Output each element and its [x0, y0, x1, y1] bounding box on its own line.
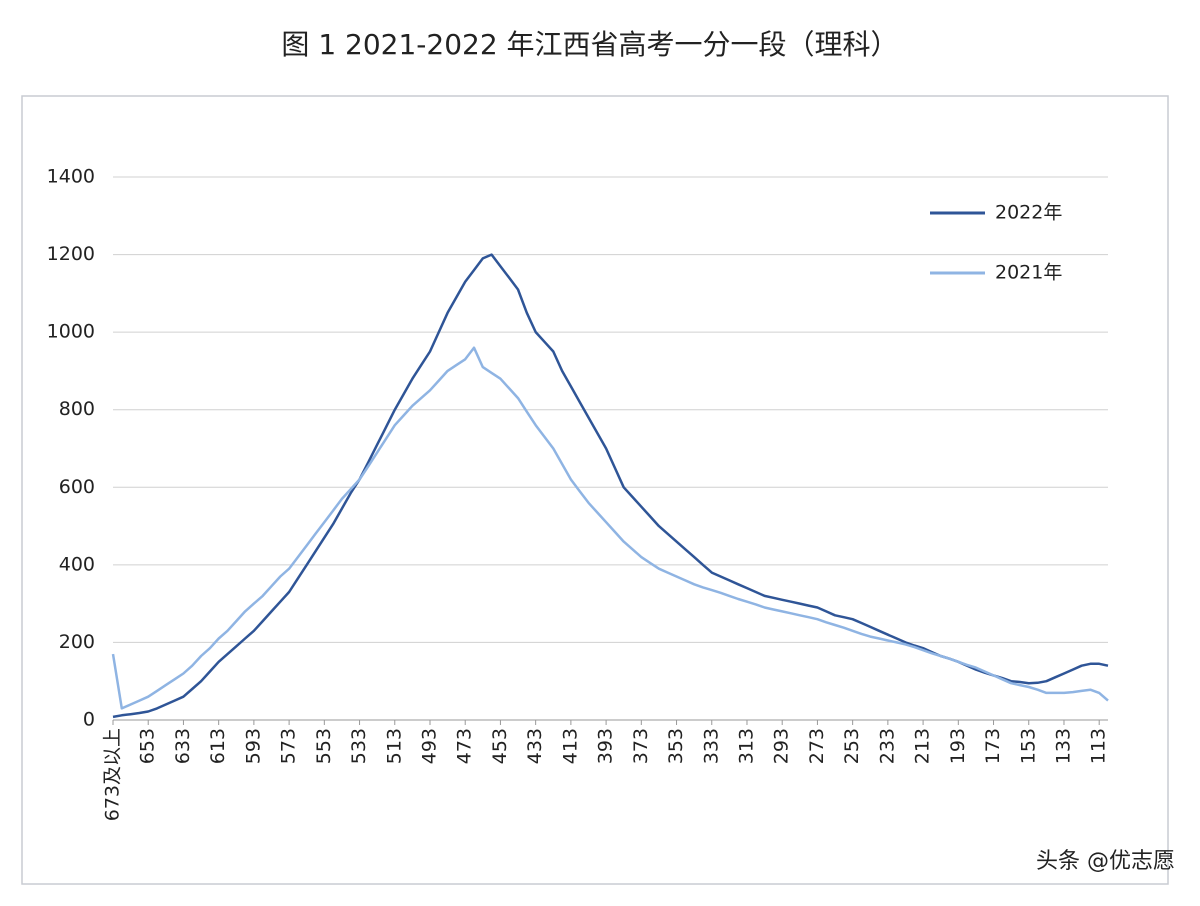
x-tick-label: 493 — [418, 728, 440, 764]
x-tick-label: 653 — [137, 728, 159, 764]
x-tick-label: 633 — [172, 728, 194, 764]
x-tick-label: 413 — [559, 728, 581, 764]
x-tick-label: 253 — [841, 728, 863, 764]
x-tick-label: 273 — [806, 728, 828, 764]
x-tick-label: 533 — [348, 728, 370, 764]
y-tick-label: 200 — [59, 631, 95, 653]
x-tick-label: 613 — [207, 728, 229, 764]
x-tick-label: 333 — [700, 728, 722, 764]
x-tick-label: 433 — [524, 728, 546, 764]
x-tick-label: 153 — [1017, 728, 1039, 764]
legend-label: 2021年 — [995, 262, 1062, 284]
chart-frame — [21, 95, 1169, 885]
x-tick-label: 313 — [735, 728, 757, 764]
x-tick-label: 673及以上 — [102, 728, 124, 821]
x-tick-label: 213 — [912, 728, 934, 764]
y-tick-label: 0 — [83, 709, 95, 731]
x-tick-label: 393 — [595, 728, 617, 764]
series-line — [111, 346, 1109, 710]
x-tick-label: 473 — [454, 728, 476, 764]
x-tick-label: 593 — [242, 728, 264, 764]
series-line — [112, 253, 1109, 719]
chart-title: 图 1 2021-2022 年江西省高考一分一段（理科） — [281, 28, 898, 61]
y-tick-label: 1400 — [47, 166, 95, 188]
legend-label: 2022年 — [995, 202, 1062, 224]
x-tick-label: 193 — [947, 728, 969, 764]
x-tick-label: 113 — [1088, 728, 1110, 764]
x-tick-label: 233 — [876, 728, 898, 764]
x-tick-label: 353 — [665, 728, 687, 764]
y-tick-label: 600 — [59, 476, 95, 498]
x-tick-label: 553 — [313, 728, 335, 764]
y-tick-label: 1000 — [47, 321, 95, 343]
x-tick-label: 573 — [278, 728, 300, 764]
x-tick-label: 173 — [982, 728, 1004, 764]
x-tick-label: 513 — [383, 728, 405, 764]
x-tick-label: 453 — [489, 728, 511, 764]
x-tick-label: 133 — [1052, 728, 1074, 764]
x-tick-label: 373 — [630, 728, 652, 764]
watermark: 头条 @优志愿 — [1036, 849, 1175, 874]
y-tick-label: 800 — [59, 398, 95, 420]
y-tick-label: 400 — [59, 553, 95, 575]
x-tick-label: 293 — [771, 728, 793, 764]
y-tick-label: 1200 — [47, 243, 95, 265]
